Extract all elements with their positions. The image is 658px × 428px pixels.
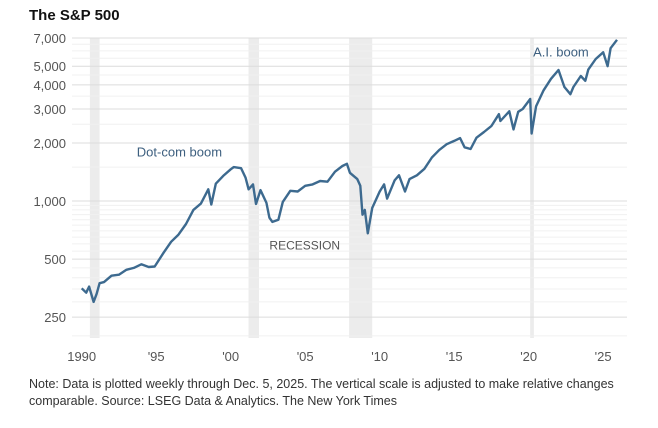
x-tick-label: '25 xyxy=(595,349,612,364)
y-tick-label: 500 xyxy=(44,252,66,267)
x-tick-label: 1990 xyxy=(67,349,96,364)
y-tick-label: 1,000 xyxy=(33,194,66,209)
y-tick-label: 7,000 xyxy=(33,31,66,46)
x-tick-label: '00 xyxy=(222,349,239,364)
x-tick-label: '95 xyxy=(148,349,165,364)
y-tick-label: 2,000 xyxy=(33,136,66,151)
recession-band xyxy=(530,38,534,338)
recession-band xyxy=(89,38,100,338)
x-tick-label: '10 xyxy=(371,349,388,364)
y-tick-label: 5,000 xyxy=(33,59,66,74)
y-tick-label: 3,000 xyxy=(33,102,66,117)
annotation-label: RECESSION xyxy=(269,239,340,253)
annotation-label: A.I. boom xyxy=(533,45,589,60)
x-tick-label: '15 xyxy=(446,349,463,364)
annotation-label: Dot-com boom xyxy=(137,145,222,160)
chart-note: Note: Data is plotted weekly through Dec… xyxy=(29,377,614,408)
series-line-sp500 xyxy=(80,39,618,304)
y-tick-label: 250 xyxy=(44,310,66,325)
y-tick-label: 4,000 xyxy=(33,78,66,93)
x-tick-label: '20 xyxy=(520,349,537,364)
x-tick-label: '05 xyxy=(297,349,314,364)
chart-title: The S&P 500 xyxy=(29,7,120,24)
